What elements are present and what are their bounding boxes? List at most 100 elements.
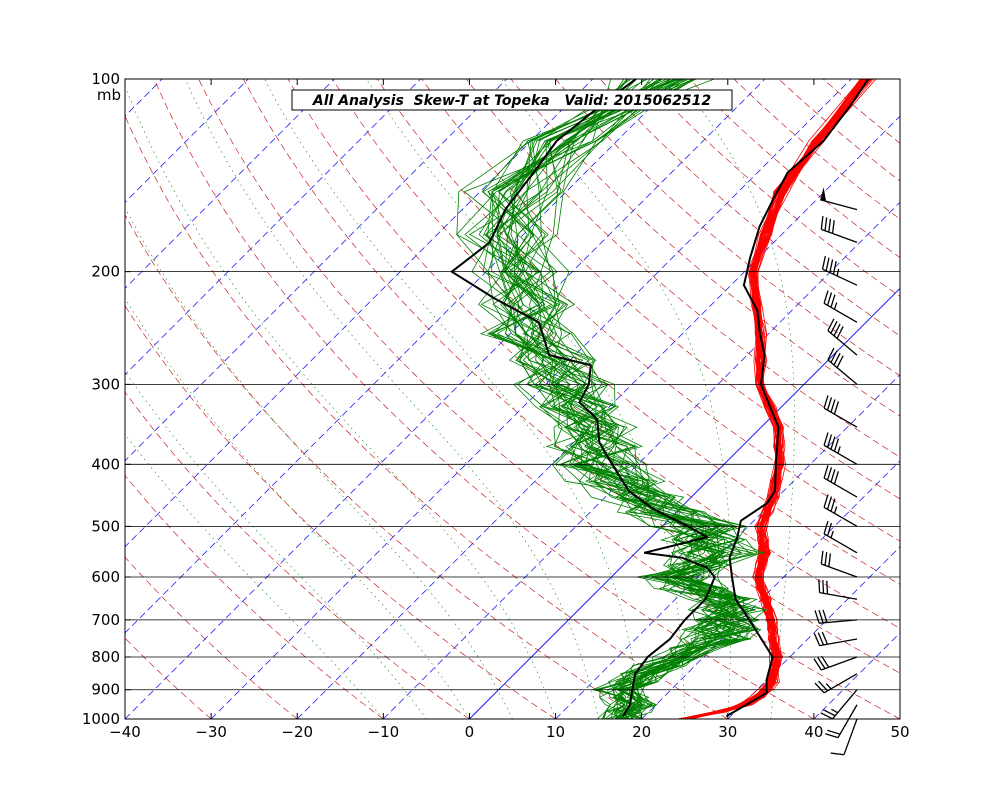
wind-barb-flag [817,632,825,646]
wind-barb-half-flag [830,530,834,539]
wind-barb-flag [824,552,828,566]
x-tick-label: 0 [465,723,475,741]
wind-barb-flag [833,401,840,415]
wind-barb [823,395,858,428]
wind-barb [823,432,858,465]
wind-barb-staff [821,228,858,243]
ensemble-dewpoint-line [513,79,755,719]
wind-barb-flag [817,657,826,669]
ensemble-dewpoint-line [502,79,760,719]
y-tick-label: 400 [91,455,120,473]
wind-barb-flag [813,658,822,671]
wind-barb-flag [817,680,829,692]
moist-adiabat-line [125,206,513,719]
wind-barb-staff [820,199,858,211]
wind-barb-flag [826,522,833,537]
moist-adiabat-line [264,79,642,719]
wind-barb [823,465,858,498]
background-lines [125,79,900,719]
x-tick-label: 40 [804,723,823,741]
isotherm-line [555,374,900,719]
wind-barb-flag [830,498,836,512]
wind-barb [818,579,858,600]
analysis-dewpoint-line [450,79,716,717]
wind-barbs [813,187,858,756]
wind-barb-staff [832,689,858,720]
wind-barb-flag [822,609,828,623]
wind-barb-flag [830,294,836,308]
wind-barb-flag [831,220,835,234]
x-tick-label: 10 [546,723,565,741]
dry-adiabat-line [243,79,900,674]
dry-adiabat-line [125,556,298,719]
plot-frame [124,78,901,720]
wind-barb-flag [833,471,840,485]
dry-adiabat-line [332,79,900,585]
x-tick-label: −20 [281,723,313,741]
isotherm-line [210,79,852,719]
x-tick-label: −10 [368,723,400,741]
x-tick-label: 50 [890,723,909,741]
y-tick-label: 1000 [82,710,120,728]
wind-barb-flag [830,321,838,334]
isotherm-line [125,79,335,289]
wind-barb-half-flag [837,446,841,454]
wind-barb [827,318,858,356]
isotherm-line [296,115,900,719]
wind-barb-staff [837,704,858,738]
wind-barb-flag [818,609,824,624]
wind-barb-flag [830,436,836,450]
x-axis-ticks: −40 −30 −20 −10 0 10 20 30 40 50 [109,79,910,741]
wind-barb-half-flag [833,506,838,514]
wind-barb-flag [828,553,832,567]
wind-barb-flag [827,347,835,361]
wind-barb-flag [822,580,825,594]
pressure-gridlines [125,271,900,691]
wind-barb-half-flag [833,302,838,310]
dry-adiabat-line [466,79,900,458]
wind-barb-flag [827,318,835,331]
ensemble-dewpoint-line [491,79,755,719]
isotherm-line [383,201,900,719]
wind-barb [830,718,858,756]
wind-barb-staff [823,302,858,323]
moist-adiabat-line [366,79,685,719]
ensemble-dewpoint-line [487,79,756,719]
wind-barb-flag [829,259,834,273]
wind-barb-staff [823,407,858,428]
y-tick-label: 100 [91,70,120,88]
wind-barb [814,673,858,694]
wind-barb-flag [814,682,825,694]
wind-barb-staff [823,444,858,465]
wind-barb-staff [823,477,858,498]
chart-title-box: All Analysis Skew-T at Topeka Valid: 201… [291,89,733,111]
y-tick-label: 600 [91,568,120,586]
wind-barb-staff [843,718,858,755]
dry-adiabat-line [125,305,556,719]
wind-barb-flag [820,655,830,668]
title-box-border [291,89,733,111]
wind-barb-flag [823,432,829,446]
wind-barb [823,494,858,527]
dry-adiabat-line [198,79,900,719]
y-tick-label: 200 [91,263,120,281]
y-tick-label: 800 [91,648,120,666]
dry-adiabat-line [125,115,728,719]
wind-barb-flag [827,729,841,735]
wind-barb-flag [830,752,845,756]
wind-barb-flag [813,633,821,646]
wind-barb-flag [836,326,844,339]
wind-barb-staff [823,673,858,694]
wind-barb-flag [830,469,836,483]
wind-barb-flag [830,399,836,413]
ensemble-dewpoint-line [540,79,759,719]
wind-barb [821,255,858,286]
wind-barb-staff [819,592,858,600]
isotherm-line [125,79,680,634]
wind-barb-flag [825,257,830,271]
wind-barb [823,290,858,323]
wind-barb-flag [826,467,833,481]
ensemble-dewpoint-line [468,79,732,719]
